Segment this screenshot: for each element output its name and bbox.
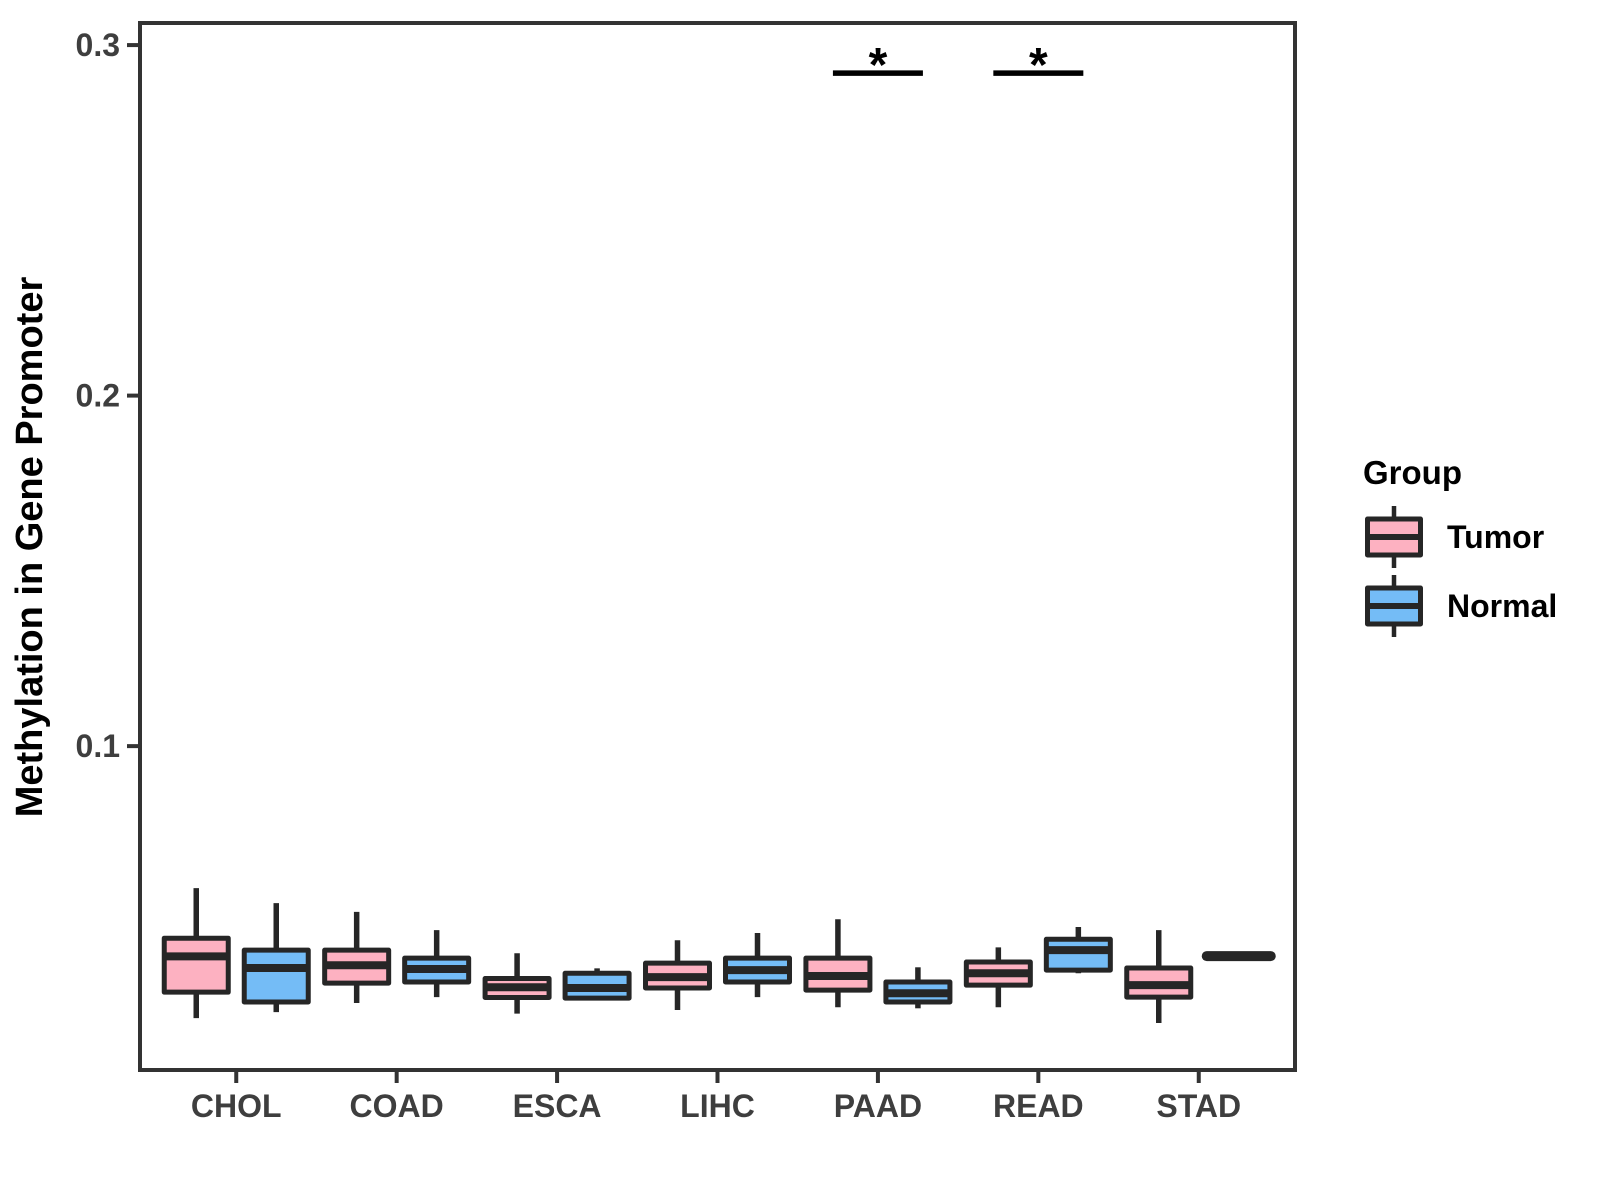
x-tick-label-read: READ <box>993 1088 1084 1124</box>
legend: Tumor Normal <box>1365 506 1557 637</box>
sig-asterisk-read: * <box>1029 39 1048 92</box>
box-read-normal <box>1043 936 1113 973</box>
y-tick-label: 0.2 <box>76 378 120 414</box>
x-tick-label-coad: COAD <box>350 1088 444 1124</box>
sig-asterisk-paad: * <box>869 39 888 92</box>
x-tick-label-lihc: LIHC <box>680 1088 755 1124</box>
x-tick-label-paad: PAAD <box>834 1088 922 1124</box>
box-chol-tumor <box>161 935 231 995</box>
plot-panel <box>138 21 1297 1072</box>
y-tick-label: 0.1 <box>76 728 120 764</box>
legend-label-tumor: Tumor <box>1447 519 1544 555</box>
legend-label-normal: Normal <box>1447 588 1557 624</box>
x-tick-label-esca: ESCA <box>513 1088 602 1124</box>
axes: 0.1 0.2 0.3 CHOL COAD ESCA LIHC PAAD READ STAD <box>76 27 1242 1124</box>
significance-annotations: * * <box>832 39 1084 92</box>
y-tick-label: 0.3 <box>76 27 120 63</box>
legend-title: Group <box>1363 454 1462 491</box>
box-chol-normal <box>241 947 311 1005</box>
panel-border <box>138 21 1297 1072</box>
x-tick-label-chol: CHOL <box>191 1088 282 1124</box>
boxplots <box>161 888 1276 1024</box>
x-tick-label-stad: STAD <box>1156 1088 1241 1124</box>
y-axis-title: Methylation in Gene Promoter <box>9 277 51 818</box>
